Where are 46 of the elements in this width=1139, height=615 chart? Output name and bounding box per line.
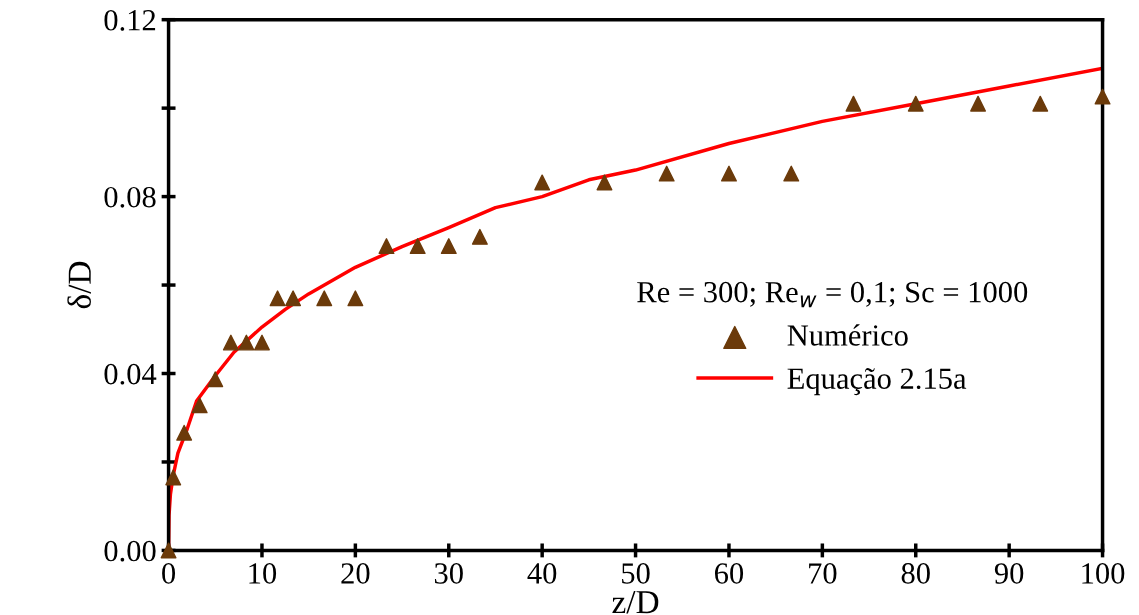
point (534, 174, 551, 191)
point (471, 228, 488, 245)
x-tick-label: 30 (434, 563, 463, 584)
point (1094, 88, 1111, 105)
x-tick-label: 80 (901, 563, 930, 584)
point (783, 165, 800, 182)
point (285, 290, 302, 307)
y-tick-label: 0.12 (104, 9, 156, 31)
legend-title: Re = 300; Re$_{w}$ = 0,1; Sc = 1000 (637, 281, 1028, 308)
point (378, 238, 395, 255)
point (596, 174, 613, 191)
point (409, 238, 426, 255)
point (207, 371, 224, 388)
x-tick-label: 40 (527, 563, 557, 584)
y-tick-label: 0.00 (104, 540, 156, 562)
point (347, 290, 364, 307)
x-tick-label: 70 (809, 563, 837, 584)
point (658, 165, 675, 182)
x-tick-label: 90 (994, 563, 1024, 584)
point (238, 334, 255, 351)
x-tick-label: 10 (249, 563, 277, 584)
point (176, 424, 193, 441)
point (720, 165, 737, 182)
x-tick-label: 60 (715, 563, 744, 584)
y-axis-title: δ/D (67, 261, 91, 309)
y-tick-label: 0.04 (104, 363, 157, 385)
x-tick-label: 50 (622, 563, 650, 584)
point (907, 95, 924, 112)
legend-label: Numérico (787, 324, 908, 346)
point (191, 397, 208, 414)
point (222, 334, 239, 351)
point (253, 334, 270, 351)
point (165, 469, 182, 486)
point (160, 542, 177, 559)
point (845, 95, 862, 112)
x-tick-label: 20 (341, 563, 370, 584)
point (970, 95, 987, 112)
point (316, 290, 333, 307)
point (440, 238, 457, 255)
point (269, 290, 286, 307)
point (1032, 95, 1049, 112)
x-tick-label: 0 (162, 563, 176, 584)
x-axis-title: z/D (612, 591, 659, 614)
y-tick-label: 0.08 (104, 186, 156, 208)
x-tick-label: 100 (1082, 563, 1125, 584)
legend-label: Equação 2.15a (787, 368, 967, 396)
